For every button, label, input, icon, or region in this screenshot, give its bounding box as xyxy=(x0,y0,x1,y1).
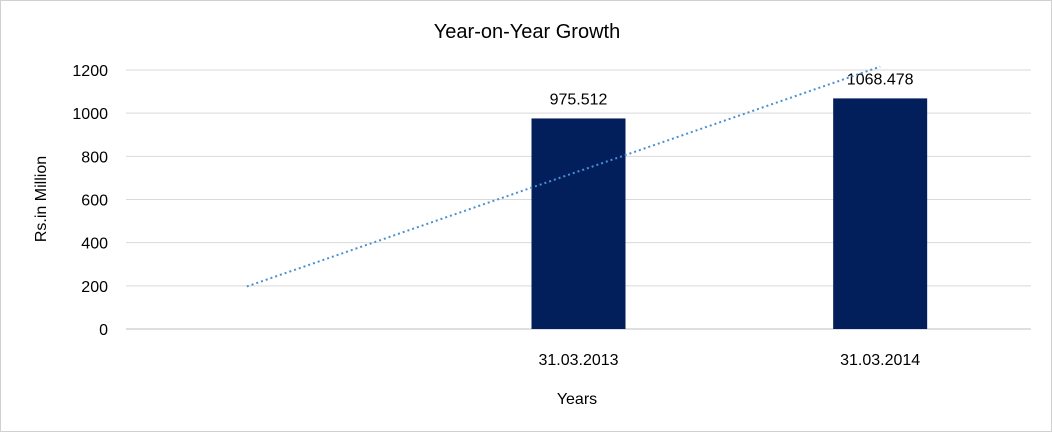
y-tick-label: 200 xyxy=(81,279,108,296)
y-tick-label: 400 xyxy=(81,236,108,253)
trendline-path xyxy=(246,65,881,288)
x-axis-label: Years xyxy=(557,391,597,408)
y-tick-labels: 0 200 400 600 800 1000 1200 xyxy=(72,63,108,339)
y-axis-label: Rs.in Million xyxy=(33,156,50,242)
y-tick-label: 0 xyxy=(99,322,108,339)
x-tick-label: 31.03.2014 xyxy=(840,352,920,369)
x-tick-label: 31.03.2013 xyxy=(538,352,618,369)
chart-title: Year-on-Year Growth xyxy=(434,21,620,43)
data-label: 975.512 xyxy=(550,91,608,108)
data-labels: 975.512 1068.478 xyxy=(550,71,914,108)
y-tick-label: 1000 xyxy=(72,106,108,123)
bar xyxy=(531,118,626,329)
x-tick-labels: 31.03.2013 31.03.2014 xyxy=(538,352,920,369)
data-label: 1068.478 xyxy=(847,71,914,88)
y-tick-label: 600 xyxy=(81,193,108,210)
trendline xyxy=(246,65,881,288)
bars xyxy=(531,98,928,329)
y-tick-label: 1200 xyxy=(72,63,108,80)
y-tick-label: 800 xyxy=(81,149,108,166)
bar xyxy=(833,98,928,329)
